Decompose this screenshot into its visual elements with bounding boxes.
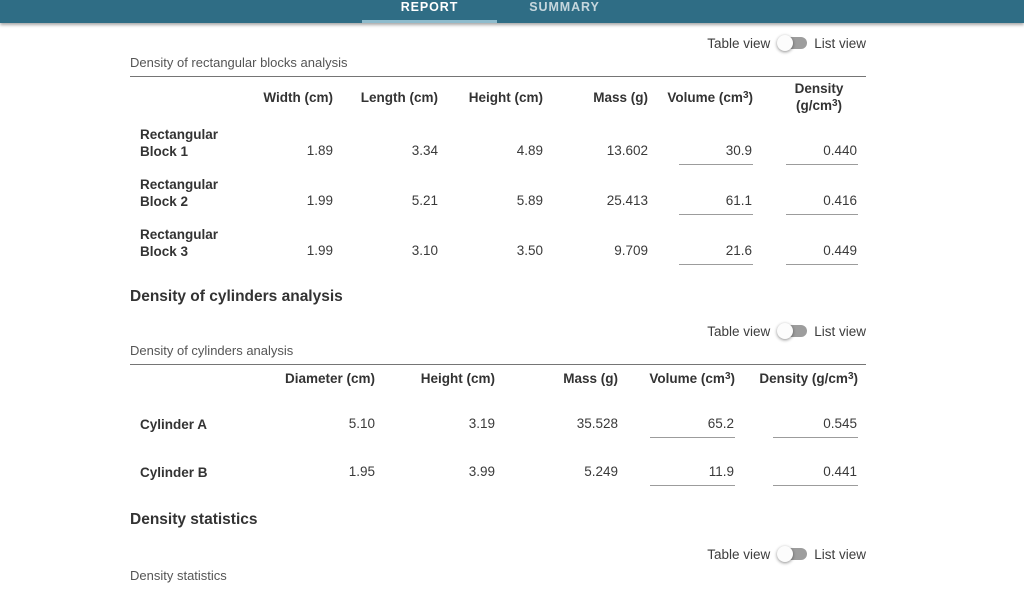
row-label: Cylinder B [140, 464, 208, 480]
volume-input[interactable] [679, 141, 753, 165]
switch-thumb [777, 546, 794, 562]
row-label: Rectangular Block 3 [140, 227, 219, 259]
column-header-mass: Mass (g) [563, 371, 618, 386]
row-label: Cylinder A [140, 416, 208, 432]
statistics-section-heading: Density statistics [130, 511, 258, 528]
table-row: Rectangular Block 2 1.99 5.21 5.89 25.41… [130, 167, 866, 217]
table-view-label: Table view [707, 323, 771, 339]
view-toggle-switch-statistics[interactable] [777, 545, 808, 563]
cylinders-header-row: Diameter (cm) Height (cm) Mass (g) Volum… [130, 365, 866, 392]
app-bar: REPORT SUMMARY [0, 0, 1024, 23]
switch-thumb [777, 35, 794, 51]
length-value: 5.21 [411, 193, 438, 208]
column-header-density: Density (g/cm3) [759, 371, 858, 386]
column-header-volume: Volume (cm3) [649, 371, 735, 386]
rect-header-row: Width (cm) Length (cm) Height (cm) Mass … [130, 77, 866, 117]
density-input[interactable] [786, 241, 858, 265]
table-row: Rectangular Block 1 1.89 3.34 4.89 13.60… [130, 117, 866, 167]
tab-report[interactable]: REPORT [362, 0, 497, 23]
statistics-table-caption: Density statistics [130, 568, 227, 583]
column-header-density: Density (g/cm3) [753, 77, 866, 117]
tab-summary[interactable]: SUMMARY [497, 0, 632, 23]
view-toggle-row-statistics: Table view List view [130, 544, 866, 564]
column-header-length: Length (cm) [360, 89, 438, 105]
active-tab-indicator [362, 20, 497, 23]
cylinders-section-heading: Density of cylinders analysis [130, 288, 343, 305]
cylinders-table: Diameter (cm) Height (cm) Mass (g) Volum… [130, 365, 866, 488]
column-header-diameter: Diameter (cm) [284, 371, 375, 386]
width-value: 1.89 [306, 143, 333, 158]
row-label: Rectangular Block 2 [140, 177, 219, 209]
table-view-label: Table view [707, 546, 771, 562]
row-label: Rectangular Block 1 [140, 127, 219, 159]
tab-bar: REPORT SUMMARY [362, 0, 632, 23]
mass-value: 5.249 [584, 464, 618, 479]
volume-input[interactable] [650, 414, 735, 438]
density-input[interactable] [773, 462, 858, 486]
density-header-text: Density (g/cm3) [794, 81, 844, 113]
cylinders-table-caption: Density of cylinders analysis [130, 343, 866, 365]
table-row: Rectangular Block 3 1.99 3.10 3.50 9.709 [130, 217, 866, 267]
rect-blocks-table: Width (cm) Length (cm) Height (cm) Mass … [130, 77, 866, 267]
view-toggle-row-cylinders: Table view List view [130, 321, 866, 341]
tab-summary-label: SUMMARY [529, 0, 600, 14]
column-header-height: Height (cm) [468, 89, 543, 105]
length-value: 3.34 [411, 143, 438, 158]
list-view-label: List view [814, 546, 866, 562]
volume-input[interactable] [679, 191, 753, 215]
density-input[interactable] [786, 191, 858, 215]
volume-input[interactable] [650, 462, 735, 486]
table-row: Cylinder B 1.95 3.99 5.249 [130, 440, 866, 488]
view-toggle-row-rect: Table view List view [130, 33, 866, 53]
view-toggle-switch-cylinders[interactable] [777, 322, 808, 340]
mass-value: 13.602 [606, 143, 648, 158]
width-value: 1.99 [306, 193, 333, 208]
width-value: 1.99 [306, 243, 333, 258]
density-input[interactable] [786, 141, 858, 165]
length-value: 3.10 [411, 243, 438, 258]
table-row: Cylinder A 5.10 3.19 35.528 [130, 392, 866, 440]
list-view-label: List view [814, 35, 866, 51]
column-header-volume: Volume (cm3) [667, 89, 753, 105]
height-value: 4.89 [516, 143, 543, 158]
switch-thumb [777, 323, 794, 339]
report-content: Table view List view Density of rectangu… [0, 33, 1024, 589]
volume-input[interactable] [679, 241, 753, 265]
table-view-label: Table view [707, 35, 771, 51]
column-header-height: Height (cm) [420, 371, 495, 386]
height-value: 5.89 [516, 193, 543, 208]
diameter-value: 1.95 [348, 464, 375, 479]
height-value: 3.50 [516, 243, 543, 258]
density-input[interactable] [773, 414, 858, 438]
column-header-width: Width (cm) [263, 89, 333, 105]
mass-value: 25.413 [606, 193, 648, 208]
rect-table-caption: Density of rectangular blocks analysis [130, 55, 866, 77]
column-header-mass: Mass (g) [593, 89, 648, 105]
diameter-value: 5.10 [348, 416, 375, 431]
column-header-blank [130, 365, 248, 392]
mass-value: 9.709 [614, 243, 648, 258]
height-value: 3.19 [468, 416, 495, 431]
height-value: 3.99 [468, 464, 495, 479]
list-view-label: List view [814, 323, 866, 339]
mass-value: 35.528 [576, 416, 618, 431]
view-toggle-switch-rect[interactable] [777, 34, 808, 52]
column-header-blank [130, 77, 240, 117]
tab-report-label: REPORT [400, 0, 459, 14]
